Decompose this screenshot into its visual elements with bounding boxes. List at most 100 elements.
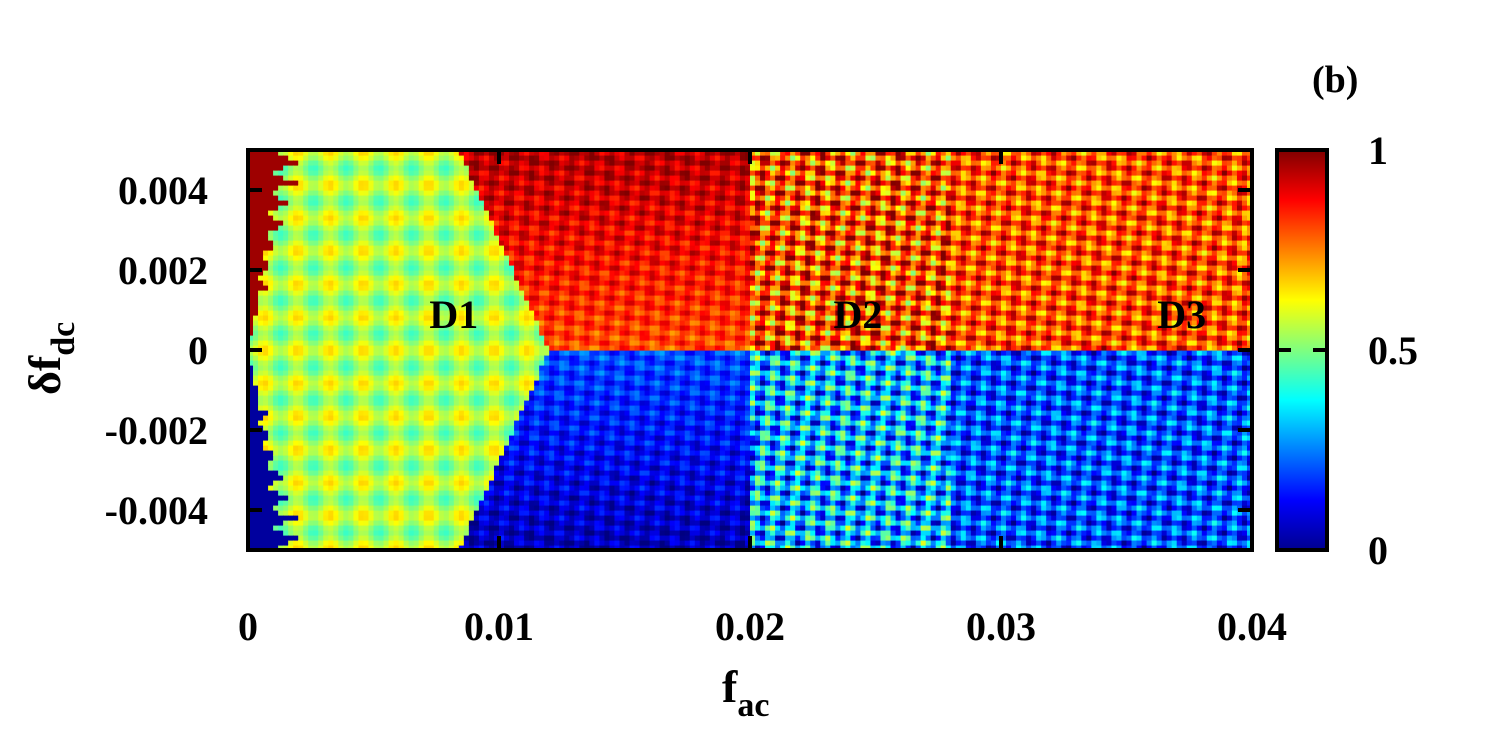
heatmap-cell [483,405,490,411]
heatmap-cell [488,295,495,301]
heatmap-cell [463,315,470,321]
heatmap-cell [403,415,410,421]
heatmap-cell [298,525,304,531]
heatmap-cell [338,400,344,406]
heatmap-cell [514,150,520,156]
heatmap-cell [348,195,355,201]
heatmap-cell [373,245,380,251]
heatmap-cell [283,370,289,376]
heatmap-cell [248,530,254,536]
heatmap-cell [348,380,355,386]
heatmap-cell [348,335,355,341]
heatmap-cell [363,230,370,236]
heatmap-cell [499,355,505,361]
heatmap-cell [488,430,495,436]
heatmap-cell [283,420,289,426]
heatmap-cell [473,465,480,471]
heatmap-cell [529,180,535,186]
heatmap-cell [333,185,339,191]
heatmap-cell [298,235,304,241]
heatmap-cell [514,195,520,201]
heatmap-cell [398,285,405,291]
heatmap-cell [343,230,349,236]
heatmap-cell [453,545,460,550]
heatmap-cell [534,255,540,261]
heatmap-cell [278,515,284,521]
heatmap-cell [458,160,465,166]
heatmap-cell [253,195,259,201]
heatmap-cell [483,255,490,261]
heatmap-cell [268,225,274,231]
heatmap-cell [488,345,495,351]
heatmap-cell [278,450,284,456]
heatmap-cell [473,325,480,331]
heatmap-cell [268,445,274,451]
heatmap-cell [509,360,515,366]
heatmap-cell [473,185,480,191]
heatmap-cell [443,545,450,550]
heatmap-cell [378,455,385,461]
heatmap-cell [248,505,254,511]
heatmap-cell [509,190,515,196]
heatmap-cell [468,405,475,411]
heatmap-cell [443,470,450,476]
heatmap-cell [398,235,405,241]
heatmap-cell [544,350,550,356]
heatmap-cell [318,295,324,301]
heatmap-cell [268,375,274,381]
heatmap-cell [283,260,289,266]
heatmap-cell [403,190,410,196]
heatmap-cell [509,540,515,546]
heatmap-cell [278,365,284,371]
heatmap-cell [283,275,289,281]
heatmap-cell [559,365,565,371]
heatmap-cell [348,455,355,461]
heatmap-cell [248,160,254,166]
heatmap-cell [488,490,495,496]
heatmap-cell [539,360,545,366]
heatmap-cell [253,330,259,336]
heatmap-cell [363,345,370,351]
heatmap-cell [323,480,329,486]
heatmap-cell [509,405,515,411]
heatmap-cell [448,485,455,491]
heatmap-cell [328,255,334,261]
heatmap-cell [383,480,390,486]
heatmap-cell [473,270,480,276]
heatmap-cell [488,235,495,241]
heatmap-cell [333,200,339,206]
heatmap-cell [488,270,495,276]
heatmap-cell [408,545,415,550]
heatmap-cell [529,240,535,246]
heatmap-cell [428,365,435,371]
heatmap-cell [448,460,455,466]
heatmap-cell [273,230,279,236]
heatmap-cell [478,485,485,491]
heatmap-cell [358,305,365,311]
heatmap-cell [253,350,259,356]
heatmap-cell [278,245,284,251]
heatmap-cell [343,350,349,356]
heatmap-cell [504,400,510,406]
heatmap-cell [493,235,500,241]
heatmap-cell [458,375,465,381]
heatmap-cell [493,260,500,266]
heatmap-cell [529,170,535,176]
heatmap-cell [463,520,470,526]
heatmap-cell [268,320,274,326]
heatmap-cell [488,460,495,466]
heatmap-cell [519,375,525,381]
heatmap-cell [499,540,505,546]
heatmap-cell [268,410,274,416]
heatmap-cell [458,215,465,221]
heatmap-cell [413,270,420,276]
heatmap-cell [443,405,450,411]
heatmap-cell [418,325,425,331]
heatmap-cell [363,390,370,396]
heatmap-cell [353,265,360,271]
heatmap-cell [443,210,450,216]
heatmap-cell [448,410,455,416]
heatmap-cell [298,185,304,191]
heatmap-cell [258,345,264,351]
heatmap-cell [418,365,425,371]
